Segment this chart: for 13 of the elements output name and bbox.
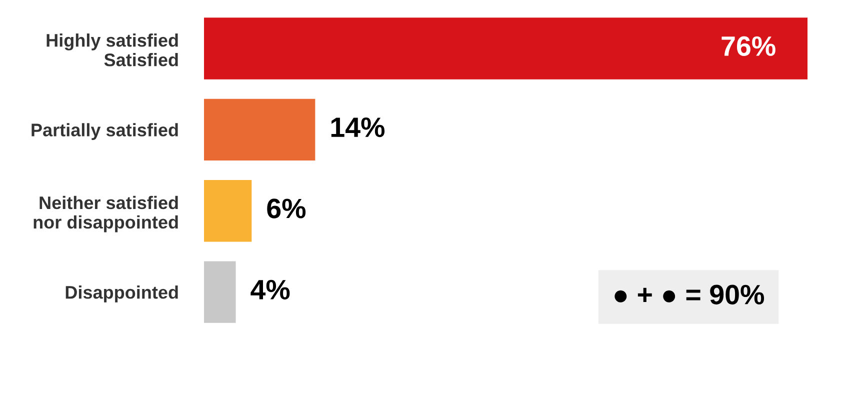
data-label: 4% <box>250 280 290 300</box>
bar <box>204 18 808 80</box>
y-tick-label: Highly satisfied Satisfied <box>46 34 178 66</box>
y-tick-label: Neither satisfied nor disappointed <box>34 196 178 232</box>
data-label: 14% <box>331 118 385 138</box>
bar <box>204 180 252 242</box>
data-label: 76% <box>722 36 776 56</box>
data-label: 6% <box>267 198 306 218</box>
y-tick-label: Partially satisfied <box>32 123 178 140</box>
y-tick-label: Disappointed <box>66 286 178 302</box>
annotation: ● + ● = 90% <box>614 284 764 304</box>
bar <box>204 261 236 323</box>
bar <box>204 98 316 161</box>
